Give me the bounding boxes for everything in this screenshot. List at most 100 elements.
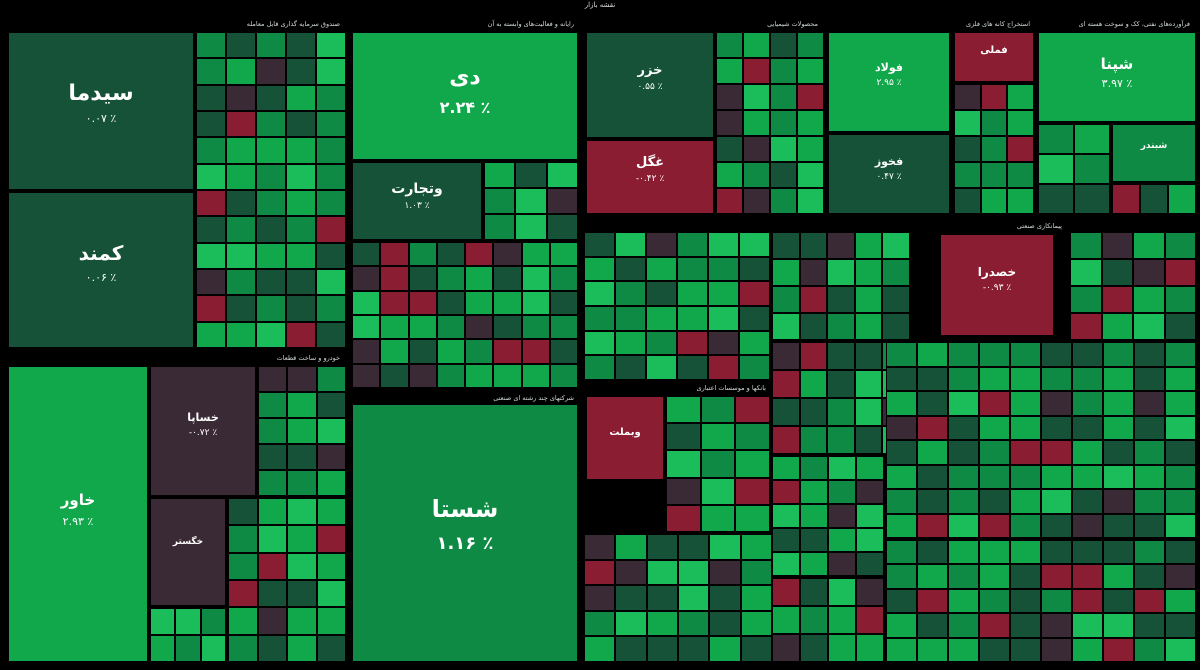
stock-tile[interactable] bbox=[352, 266, 381, 291]
stock-tile[interactable] bbox=[287, 634, 317, 662]
stock-tile[interactable] bbox=[584, 256, 615, 282]
stock-tile[interactable] bbox=[917, 342, 948, 367]
stock-tile[interactable] bbox=[700, 504, 736, 532]
stock-tile[interactable] bbox=[716, 32, 743, 58]
stock-tile[interactable] bbox=[716, 188, 743, 214]
stock-tile[interactable] bbox=[1165, 613, 1196, 638]
stock-tile[interactable] bbox=[979, 613, 1010, 638]
stock-tile[interactable] bbox=[316, 470, 346, 496]
stock-tile[interactable] bbox=[886, 613, 917, 638]
stock-tile[interactable] bbox=[799, 286, 828, 313]
stock-tile[interactable] bbox=[917, 513, 948, 538]
stock-tile[interactable] bbox=[917, 489, 948, 514]
stock-tile[interactable] bbox=[1165, 540, 1196, 565]
stock-tile[interactable] bbox=[716, 136, 743, 162]
stock-tile[interactable] bbox=[772, 426, 800, 454]
stock-tile[interactable] bbox=[1133, 313, 1165, 340]
stock-tile[interactable] bbox=[286, 190, 316, 217]
stock-tile-shbandar[interactable]: شبندر bbox=[1112, 124, 1196, 182]
stock-tile[interactable] bbox=[882, 259, 910, 286]
stock-tile[interactable] bbox=[1007, 162, 1034, 188]
stock-tile[interactable] bbox=[1134, 588, 1165, 614]
stock-tile[interactable] bbox=[196, 32, 226, 59]
stock-tile[interactable] bbox=[256, 269, 286, 296]
stock-tile[interactable] bbox=[408, 339, 437, 364]
stock-tile[interactable] bbox=[770, 136, 797, 162]
stock-tile[interactable] bbox=[1133, 259, 1165, 286]
stock-tile[interactable] bbox=[800, 606, 828, 634]
stock-tile[interactable] bbox=[646, 534, 678, 560]
stock-tile[interactable] bbox=[584, 306, 615, 331]
stock-tile-fameli[interactable]: فملی bbox=[954, 32, 1034, 82]
stock-tile[interactable] bbox=[316, 269, 346, 296]
stock-tile[interactable] bbox=[615, 636, 647, 662]
stock-tile[interactable] bbox=[709, 585, 741, 611]
stock-tile[interactable] bbox=[1010, 513, 1041, 538]
stock-tile[interactable] bbox=[257, 552, 287, 580]
stock-tile[interactable] bbox=[316, 366, 346, 392]
stock-tile[interactable] bbox=[615, 559, 647, 586]
stock-tile[interactable] bbox=[948, 513, 979, 538]
stock-tile[interactable] bbox=[1103, 564, 1134, 589]
stock-tile[interactable] bbox=[1140, 184, 1168, 214]
stock-tile[interactable] bbox=[770, 188, 797, 214]
stock-tile[interactable] bbox=[436, 242, 465, 267]
stock-tile[interactable] bbox=[716, 58, 743, 84]
stock-tile[interactable] bbox=[493, 315, 522, 340]
stock-tile[interactable] bbox=[646, 256, 677, 282]
stock-tile[interactable] bbox=[258, 418, 288, 444]
stock-tile[interactable] bbox=[1072, 489, 1103, 514]
stock-tile[interactable] bbox=[316, 84, 346, 111]
stock-tile[interactable] bbox=[196, 295, 226, 322]
stock-tile[interactable] bbox=[740, 610, 772, 637]
stock-tile[interactable] bbox=[1041, 342, 1072, 367]
stock-tile[interactable] bbox=[1134, 513, 1165, 538]
stock-tile[interactable] bbox=[980, 136, 1008, 162]
stock-tile-khgostar[interactable]: خگستر bbox=[150, 498, 226, 606]
stock-tile[interactable] bbox=[316, 552, 346, 580]
stock-tile[interactable] bbox=[1168, 184, 1196, 214]
stock-tile[interactable] bbox=[228, 525, 258, 553]
stock-tile[interactable] bbox=[1010, 391, 1041, 416]
stock-tile[interactable] bbox=[1165, 489, 1196, 514]
stock-tile[interactable] bbox=[739, 330, 770, 356]
stock-tile[interactable] bbox=[316, 32, 346, 59]
stock-tile[interactable] bbox=[256, 216, 286, 243]
stock-tile[interactable] bbox=[1041, 613, 1072, 638]
stock-tile[interactable] bbox=[954, 110, 981, 136]
stock-tile[interactable] bbox=[316, 216, 346, 243]
stock-tile[interactable] bbox=[256, 295, 286, 322]
stock-tile[interactable] bbox=[226, 242, 256, 269]
stock-tile[interactable] bbox=[226, 321, 256, 348]
stock-tile[interactable] bbox=[546, 162, 578, 188]
stock-tile[interactable] bbox=[886, 391, 917, 416]
stock-tile[interactable] bbox=[716, 110, 743, 136]
stock-tile[interactable] bbox=[917, 613, 948, 638]
stock-tile[interactable] bbox=[948, 564, 979, 589]
stock-tile[interactable] bbox=[886, 489, 917, 514]
stock-tile[interactable] bbox=[286, 111, 316, 138]
stock-tile[interactable] bbox=[827, 398, 855, 426]
stock-tile[interactable] bbox=[1007, 136, 1034, 162]
stock-tile[interactable] bbox=[258, 366, 288, 392]
stock-tile[interactable] bbox=[286, 321, 316, 348]
stock-tile[interactable] bbox=[196, 84, 226, 111]
stock-tile[interactable] bbox=[772, 313, 800, 340]
stock-tile[interactable] bbox=[493, 290, 522, 315]
stock-tile[interactable] bbox=[196, 216, 226, 243]
stock-tile[interactable] bbox=[856, 480, 884, 504]
stock-tile[interactable] bbox=[287, 498, 317, 526]
stock-tile[interactable] bbox=[1038, 154, 1074, 184]
stock-tile[interactable] bbox=[1072, 613, 1103, 638]
stock-tile[interactable] bbox=[948, 391, 979, 416]
stock-tile[interactable] bbox=[1074, 124, 1110, 154]
stock-tile[interactable] bbox=[316, 321, 346, 348]
stock-tile[interactable] bbox=[646, 355, 677, 380]
stock-tile[interactable] bbox=[800, 480, 828, 504]
stock-tile[interactable] bbox=[352, 315, 381, 340]
stock-tile[interactable] bbox=[708, 232, 739, 257]
stock-tile[interactable] bbox=[316, 392, 346, 418]
stock-tile[interactable] bbox=[1165, 391, 1196, 416]
stock-tile[interactable] bbox=[257, 525, 287, 553]
stock-tile[interactable] bbox=[772, 342, 800, 370]
